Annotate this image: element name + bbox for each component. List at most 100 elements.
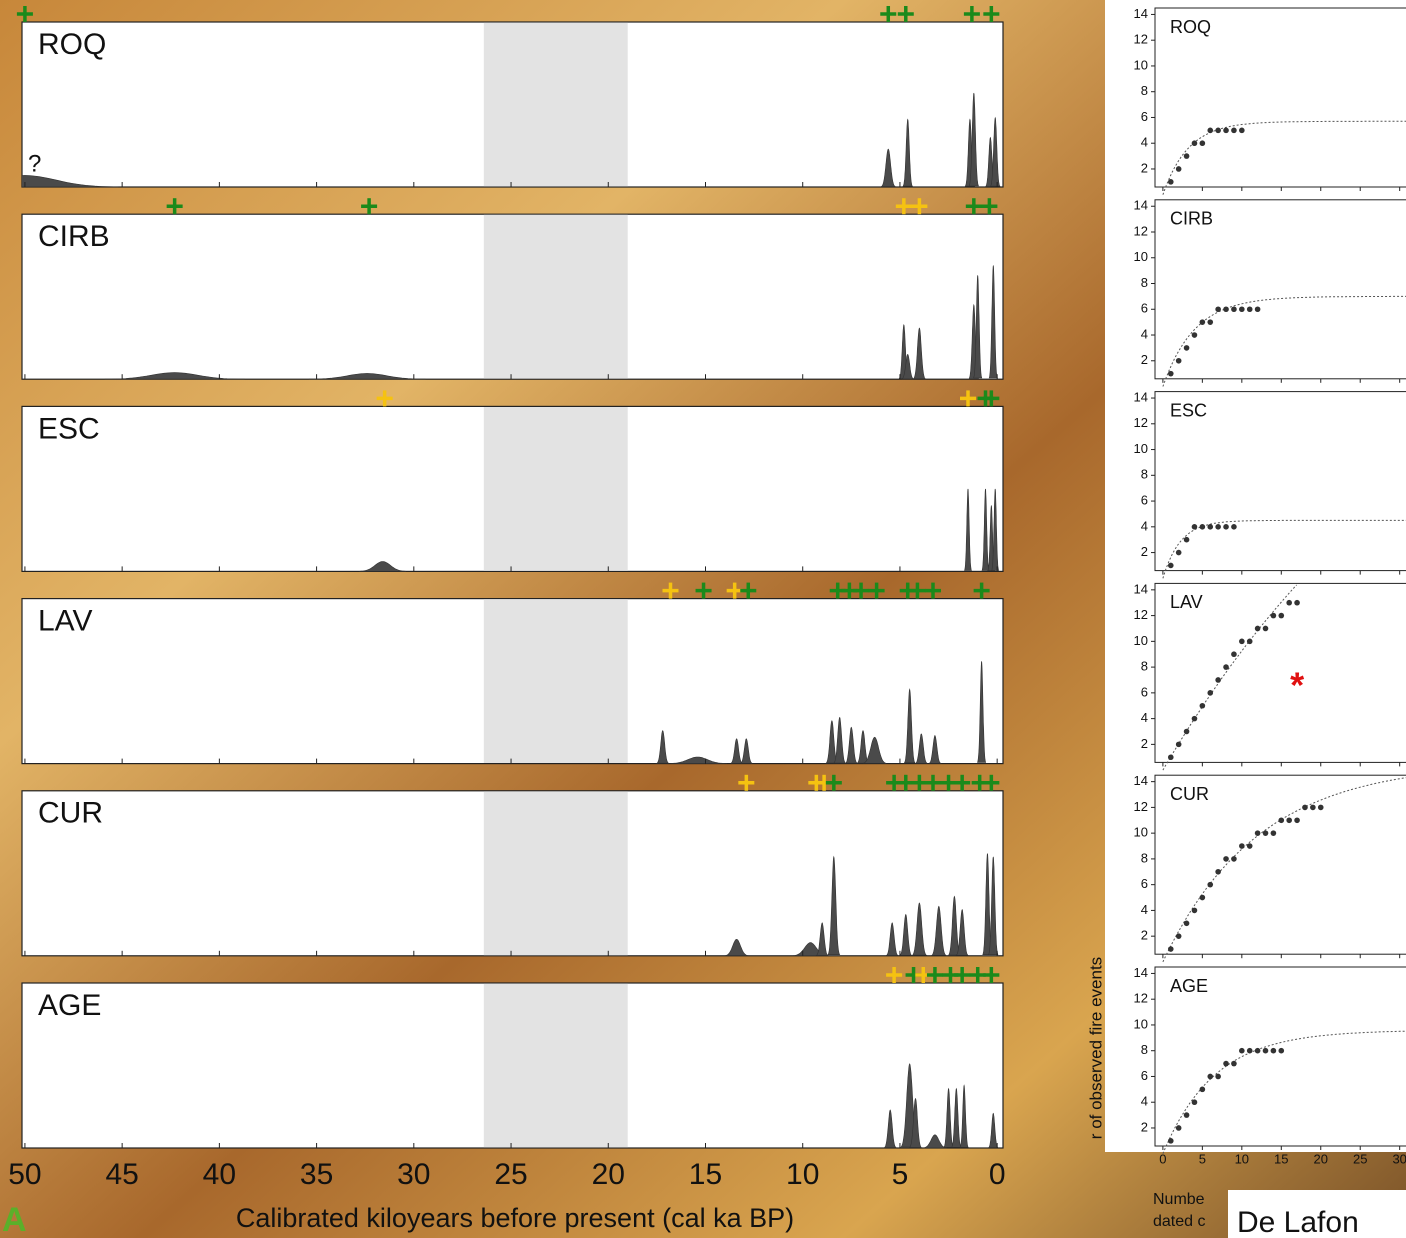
y-tick-label: 8 [1141,850,1148,865]
y-tick-label: 14 [1134,389,1148,404]
density-peak [655,730,670,764]
point [1191,1099,1198,1106]
y-tick-label: 2 [1141,544,1148,559]
y-tick-label: 4 [1141,1094,1148,1109]
date-marker [981,198,998,215]
y-tick-label: 14 [1134,6,1148,21]
point [1294,599,1300,606]
y-tick-label: 10 [1134,249,1148,264]
density-peak [968,92,979,187]
point [1167,562,1174,569]
density-peak [988,265,998,379]
y-tick-label: 10 [1134,633,1148,648]
point [1167,1138,1174,1144]
point [1175,549,1182,556]
y-tick-label: 12 [1134,32,1148,47]
density-peak [987,1112,999,1148]
panel-frame [1154,391,1406,572]
footer-box [1228,1190,1406,1238]
point [1183,345,1190,351]
point [1215,1073,1221,1080]
density-peak [977,661,987,763]
point [1199,1086,1206,1093]
y-tick-label: 12 [1134,607,1148,622]
y-tick-label: 4 [1141,710,1148,725]
date-marker [897,774,914,791]
y-tick-label: 10 [1134,1016,1148,1031]
point [1254,306,1261,313]
density-peak [724,938,749,956]
y-tick-label: 6 [1141,1068,1148,1083]
y-tick-label: 14 [1134,773,1148,788]
y-tick-label: 2 [1141,352,1148,367]
point [1286,599,1292,606]
density-peak [990,116,1001,187]
density-peak [931,905,947,956]
density-peak [668,756,727,764]
point [1246,1047,1253,1054]
density-peak [901,353,914,380]
point [1270,1047,1277,1054]
density-peak [923,1134,947,1149]
point [1278,612,1285,619]
point [1302,804,1308,811]
x-tick-label: 30 [1392,1151,1406,1166]
date-marker [911,774,928,791]
y-tick-label: 2 [1141,160,1148,175]
point [1270,612,1277,619]
point [1207,690,1214,696]
point [1191,524,1198,530]
shaded-region [483,983,628,1148]
date-marker [166,198,183,215]
point [1278,817,1285,824]
y-tick-label: 6 [1141,876,1148,891]
x-axis-title: Calibrated kiloyears before present (cal… [236,1203,794,1233]
point [1215,127,1221,134]
density-peak [885,922,899,956]
density-peak [903,688,916,764]
point [1207,524,1214,530]
point [1167,946,1174,952]
date-marker [897,6,914,22]
point [1183,920,1190,927]
point [1223,856,1229,862]
panel-name: ESC [1170,400,1207,420]
point [1167,754,1174,761]
y-tick-label: 12 [1134,223,1148,238]
x-tick-label: 40 [203,1158,236,1191]
density-peak [955,909,969,956]
density-peak [308,373,426,380]
point [1231,1060,1237,1067]
point [1207,319,1214,325]
date-marker [740,582,757,599]
density-peak [928,734,942,764]
point [1183,1112,1190,1118]
point [1199,524,1206,530]
point [1175,1125,1182,1131]
footer: De Lafon [1237,1206,1359,1238]
date-marker [954,967,971,983]
date-marker [965,198,982,215]
fit-curve [1162,777,1406,963]
y-tick-label: 12 [1134,991,1148,1006]
x-tick-label: 25 [1353,1151,1367,1166]
density-peak [911,902,928,956]
annotation: ? [28,150,41,177]
y-axis-title: r of observed fire events [1086,957,1105,1139]
y-tick-label: 2 [1141,1119,1148,1134]
fit-curve [1162,1030,1406,1154]
point [1246,843,1253,849]
density-peak [730,738,743,764]
point [1199,319,1206,325]
panel-frame [1154,774,1406,955]
date-marker [983,967,1000,983]
density-peak [943,1087,954,1148]
shaded-region [483,407,628,571]
date-marker [738,774,755,791]
x-tick-label: 5 [1199,1151,1206,1166]
x-tick-label: 10 [1235,1151,1249,1166]
y-tick-label: 8 [1141,467,1148,482]
point [1223,664,1229,670]
point [1167,179,1174,185]
